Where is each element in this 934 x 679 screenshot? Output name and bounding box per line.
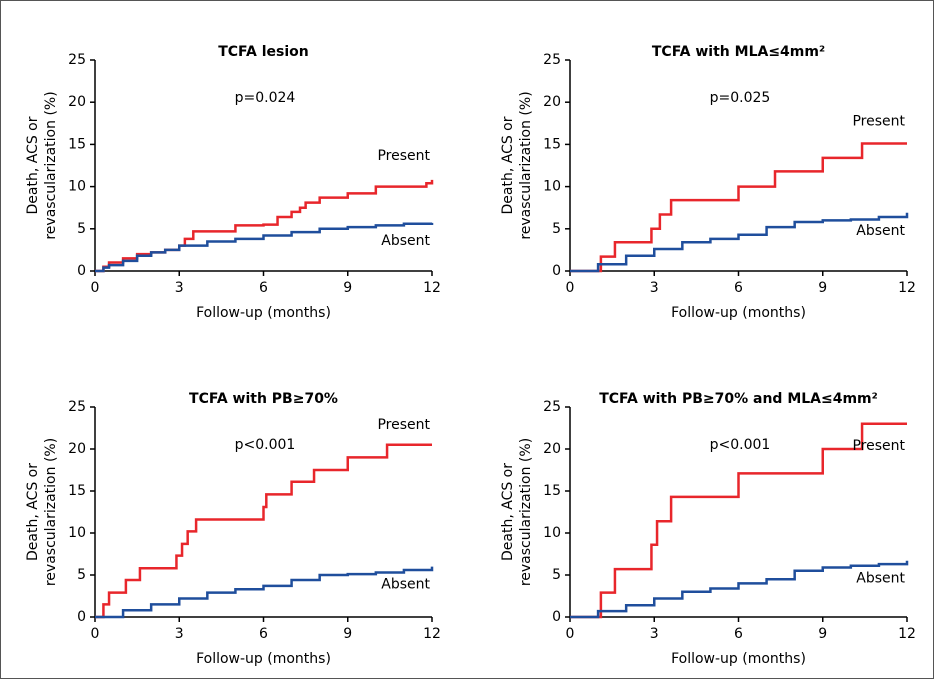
annotation: p<0.001 — [235, 437, 296, 453]
y-tick-label: 25 — [68, 399, 86, 415]
x-tick-label: 6 — [259, 626, 268, 642]
x-axis-label: Follow-up (months) — [671, 651, 806, 667]
series-label: Absent — [381, 233, 430, 249]
y-tick-label: 10 — [68, 179, 86, 195]
km-curve — [570, 142, 907, 273]
x-tick-label: 9 — [818, 280, 827, 296]
y-tick-label: 0 — [552, 609, 561, 625]
y-tick-label: 15 — [68, 136, 86, 152]
y-tick-label: 10 — [543, 179, 561, 195]
annotation: p<0.001 — [710, 437, 771, 453]
y-tick-label: 5 — [552, 567, 561, 583]
y-tick-label: 0 — [77, 263, 86, 279]
x-tick-label: 9 — [818, 626, 827, 642]
y-axis-label: Death, ACS or — [500, 116, 516, 214]
km-curve — [570, 560, 909, 619]
x-tick-label: 6 — [259, 280, 268, 296]
y-axis-label: Death, ACS or — [500, 463, 516, 561]
y-tick-label: 10 — [543, 525, 561, 541]
series-label: Present — [852, 438, 905, 454]
y-tick-label: 25 — [543, 399, 561, 415]
y-tick-label: 0 — [552, 263, 561, 279]
km-curve — [95, 222, 434, 273]
y-tick-label: 20 — [68, 94, 86, 110]
x-axis-label: Follow-up (months) — [671, 305, 806, 321]
x-tick-label: 12 — [423, 626, 441, 642]
series-label: Absent — [381, 577, 430, 593]
y-tick-label: 5 — [552, 221, 561, 237]
x-tick-label: 6 — [734, 626, 743, 642]
y-axis-label: Death, ACS or — [25, 463, 41, 561]
chart-title: TCFA with PB≥70% and MLA≤4mm² — [599, 391, 878, 407]
x-tick-label: 12 — [423, 280, 441, 296]
y-tick-label: 20 — [543, 94, 561, 110]
chart-title: TCFA with MLA≤4mm² — [652, 44, 825, 60]
x-tick-label: 9 — [343, 626, 352, 642]
y-tick-label: 5 — [77, 567, 86, 583]
x-tick-label: 6 — [734, 280, 743, 296]
series-label: Present — [852, 114, 905, 130]
annotation: p=0.025 — [710, 90, 771, 106]
y-axis-label: Death, ACS or — [25, 116, 41, 214]
y-tick-label: 15 — [543, 136, 561, 152]
km-curve — [570, 422, 907, 619]
y-axis-label: revascularization (%) — [43, 438, 59, 586]
y-tick-label: 15 — [543, 483, 561, 499]
y-axis-label: revascularization (%) — [43, 91, 59, 239]
x-tick-label: 0 — [91, 280, 100, 296]
x-tick-label: 9 — [343, 280, 352, 296]
x-tick-label: 0 — [91, 626, 100, 642]
y-tick-label: 0 — [77, 609, 86, 625]
y-tick-label: 10 — [68, 525, 86, 541]
y-tick-label: 25 — [68, 52, 86, 68]
y-tick-label: 5 — [77, 221, 86, 237]
x-tick-label: 12 — [898, 280, 916, 296]
series-label: Present — [377, 148, 430, 164]
x-tick-label: 3 — [175, 280, 184, 296]
chart-title: TCFA lesion — [218, 44, 309, 60]
series-label: Present — [377, 417, 430, 433]
x-axis-label: Follow-up (months) — [196, 305, 331, 321]
x-tick-label: 0 — [566, 280, 575, 296]
y-tick-label: 25 — [543, 52, 561, 68]
y-axis-label: revascularization (%) — [518, 91, 534, 239]
y-tick-label: 15 — [68, 483, 86, 499]
x-tick-label: 3 — [175, 626, 184, 642]
chart-title: TCFA with PB≥70% — [189, 391, 338, 407]
km-curve — [95, 179, 434, 273]
y-tick-label: 20 — [543, 441, 561, 457]
series-label: Absent — [856, 571, 905, 587]
x-tick-label: 3 — [650, 280, 659, 296]
y-axis-label: revascularization (%) — [518, 438, 534, 586]
x-tick-label: 0 — [566, 626, 575, 642]
x-tick-label: 12 — [898, 626, 916, 642]
x-axis-label: Follow-up (months) — [196, 651, 331, 667]
x-tick-label: 3 — [650, 626, 659, 642]
y-tick-label: 20 — [68, 441, 86, 457]
km-curve — [570, 212, 909, 273]
km-curve — [95, 566, 434, 619]
annotation: p=0.024 — [235, 90, 296, 106]
km-curve — [95, 443, 432, 619]
series-label: Absent — [856, 223, 905, 239]
